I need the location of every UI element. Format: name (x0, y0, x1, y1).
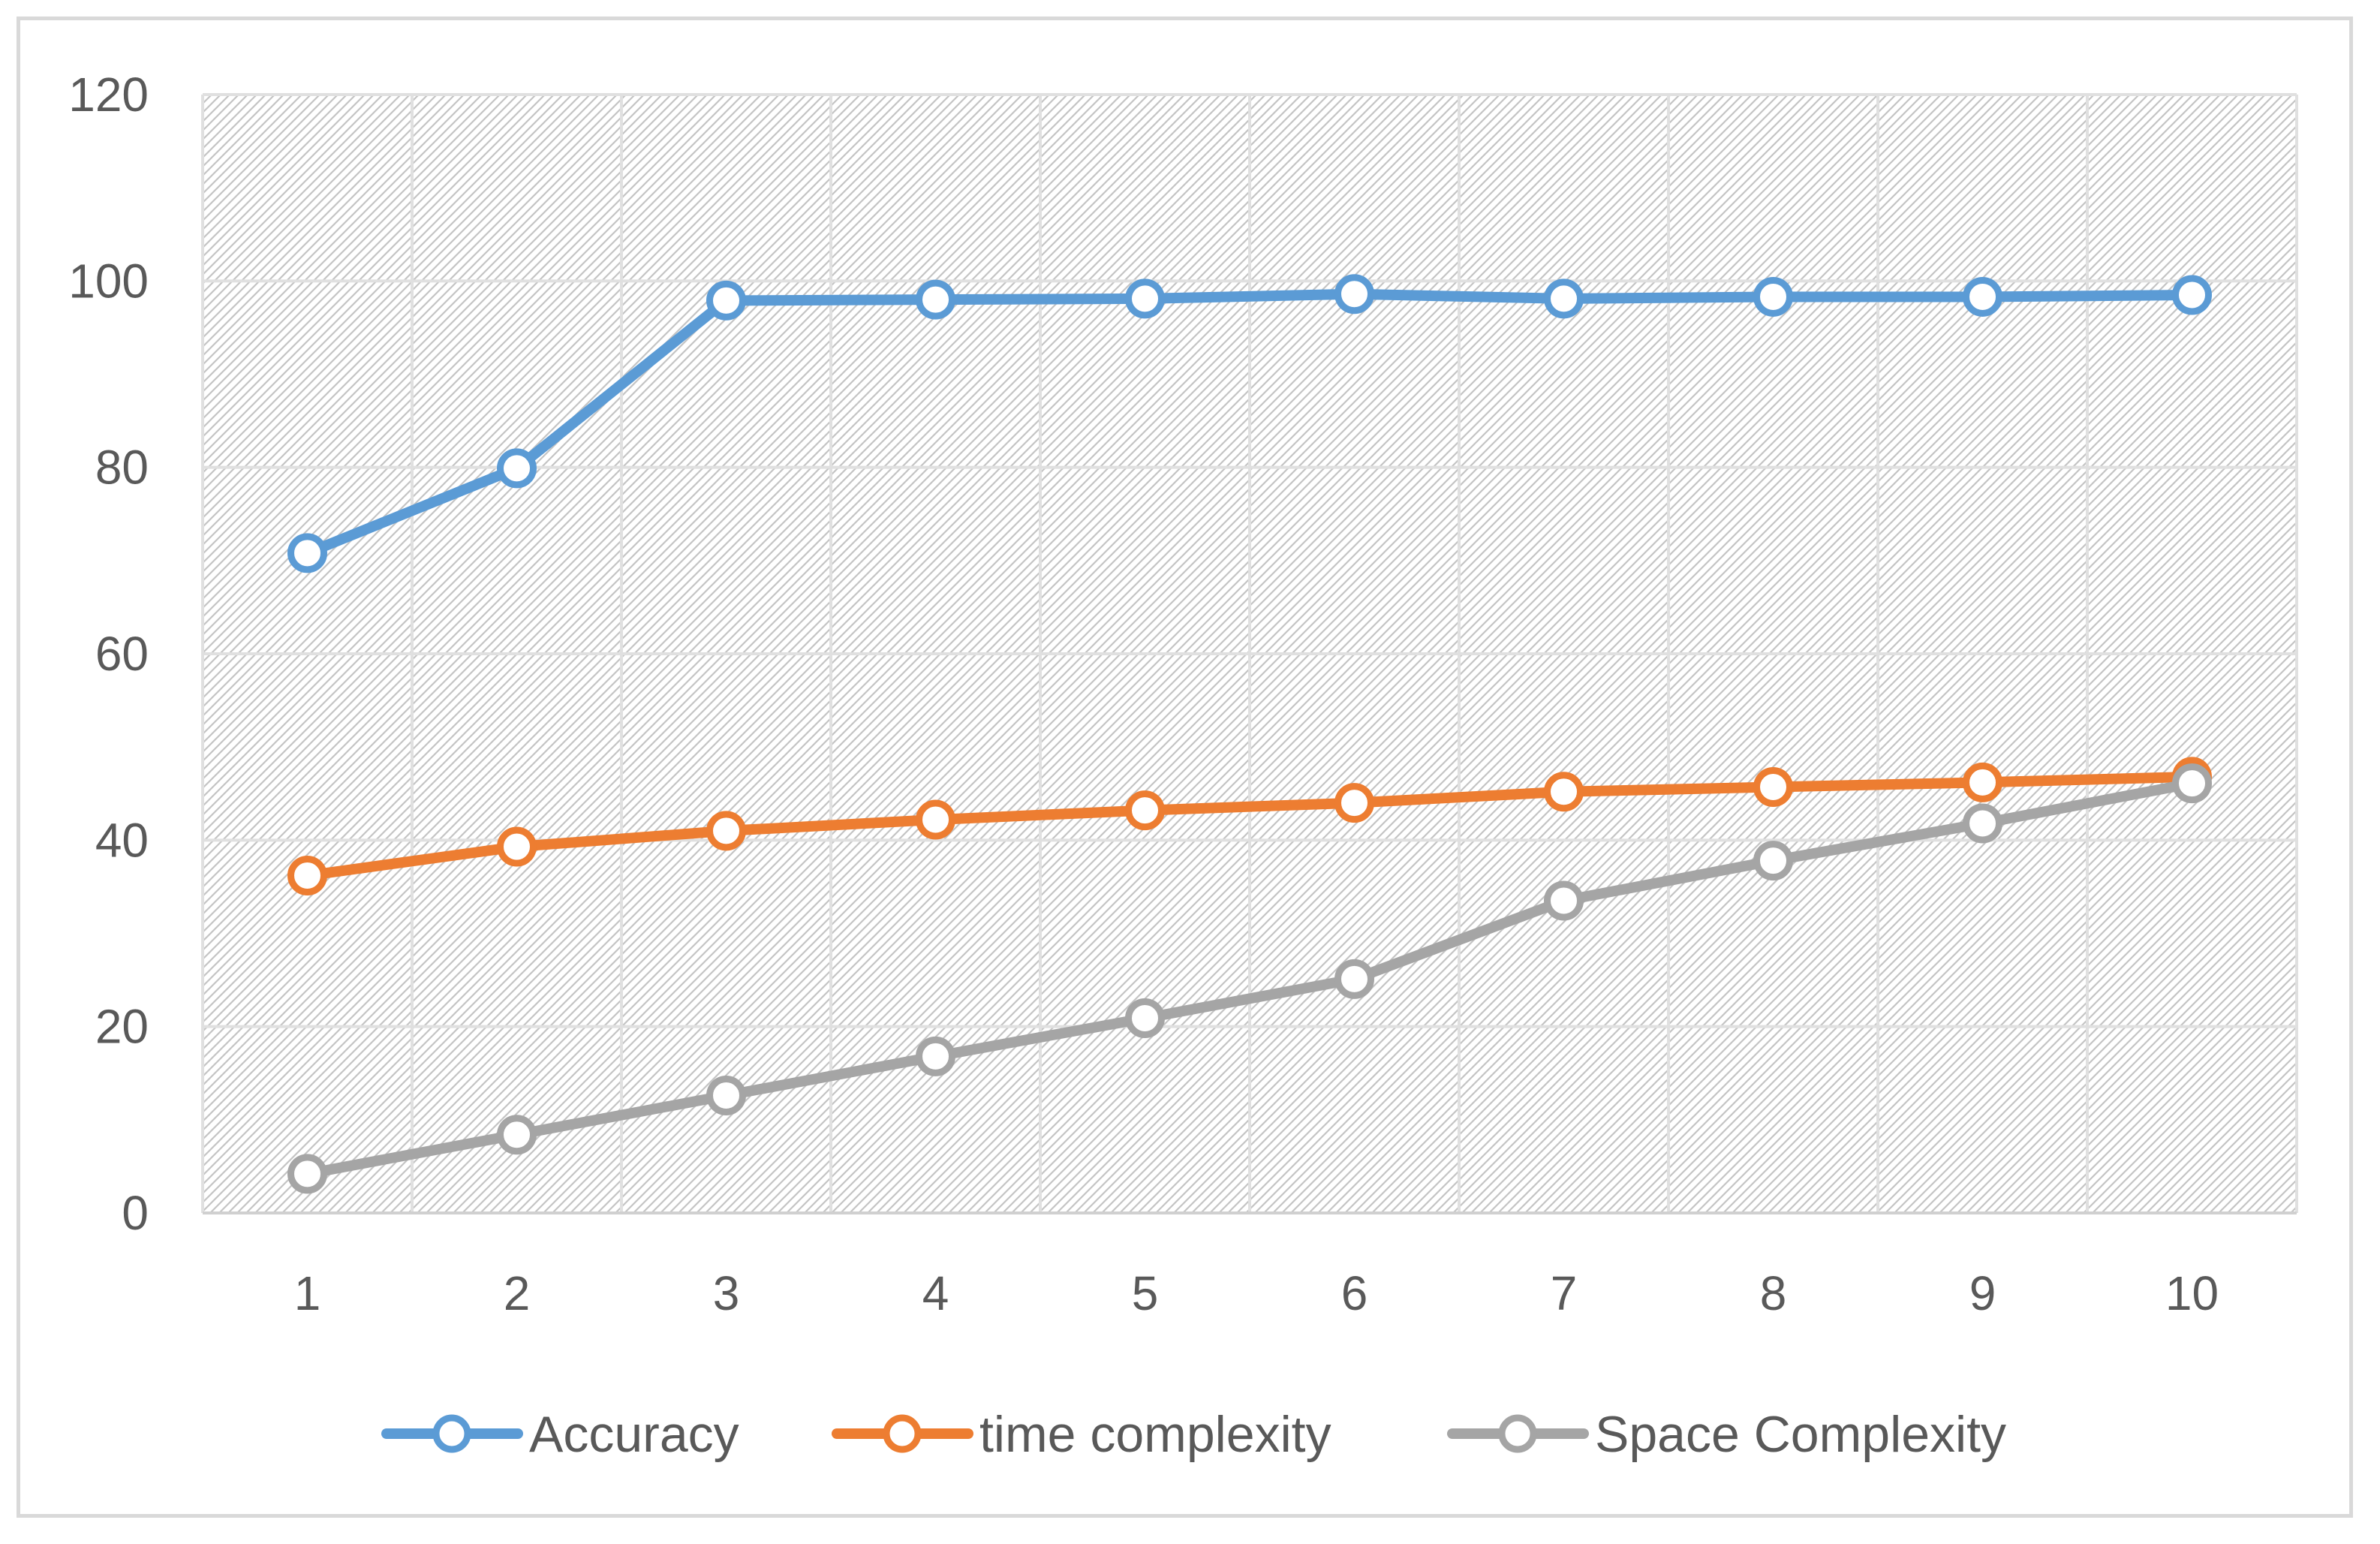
x-tick-label: 5 (1132, 1266, 1159, 1320)
data-point-time-complexity (287, 856, 327, 896)
y-tick-label: 100 (68, 254, 149, 308)
data-point-accuracy (287, 533, 327, 573)
y-tick-label: 80 (95, 441, 149, 495)
data-point-space-complexity (1753, 841, 1793, 881)
x-tick-label: 9 (1969, 1266, 1996, 1320)
y-tick-label: 120 (68, 68, 149, 122)
data-point-accuracy (1125, 278, 1165, 319)
data-point-time-complexity (706, 811, 746, 851)
x-tick-label: 2 (504, 1266, 531, 1320)
legend-label-space-complexity: Space Complexity (1595, 1406, 2006, 1463)
data-point-space-complexity (706, 1076, 746, 1116)
legend-item-time-complexity: time complexity (832, 1406, 1331, 1463)
data-point-time-complexity (1753, 767, 1793, 808)
x-tick-label: 7 (1551, 1266, 1578, 1320)
data-point-time-complexity (1334, 783, 1374, 823)
data-point-accuracy (916, 279, 955, 320)
data-point-time-complexity (497, 826, 537, 867)
data-point-space-complexity (287, 1154, 327, 1194)
axes: 0 20 40 60 80 100 120 1 2 3 4 5 6 7 8 9 10 (68, 68, 2297, 1320)
legend-marker-space-complexity (1498, 1414, 1537, 1453)
legend: Accuracy time complexity Space Complexity (381, 1406, 2006, 1463)
data-point-space-complexity (1125, 998, 1165, 1038)
y-tick-label: 40 (95, 813, 149, 867)
series-line-space-complexity (302, 778, 2198, 1179)
y-tick-label: 60 (95, 627, 149, 681)
legend-label-time-complexity: time complexity (979, 1406, 1331, 1463)
data-point-space-complexity (497, 1115, 537, 1155)
legend-item-space-complexity: Space Complexity (1447, 1406, 2006, 1463)
data-point-accuracy (497, 448, 537, 489)
x-tick-label: 3 (713, 1266, 740, 1320)
series-line-time-complexity (302, 771, 2198, 881)
legend-marker-accuracy (432, 1414, 471, 1453)
series-line-accuracy (302, 288, 2198, 558)
data-point-space-complexity (916, 1036, 955, 1076)
data-point-accuracy (1334, 274, 1374, 315)
legend-item-accuracy: Accuracy (381, 1406, 739, 1463)
data-point-accuracy (706, 280, 746, 321)
series (287, 274, 2212, 1194)
x-tick-label: 10 (2165, 1266, 2219, 1320)
y-tick-label: 20 (95, 1000, 149, 1054)
series-accuracy (287, 274, 2212, 573)
data-point-time-complexity (1125, 790, 1165, 831)
data-point-time-complexity (1544, 772, 1584, 812)
x-tick-label: 1 (294, 1266, 321, 1320)
data-point-space-complexity (2172, 763, 2212, 804)
legend-label-accuracy: Accuracy (529, 1406, 739, 1463)
data-point-space-complexity (1544, 880, 1584, 921)
data-point-accuracy (1963, 276, 2002, 317)
data-point-accuracy (2172, 275, 2212, 315)
x-tick-label: 4 (922, 1266, 949, 1320)
y-tick-label: 0 (122, 1186, 149, 1240)
data-point-accuracy (1544, 278, 1584, 319)
data-point-space-complexity (1334, 959, 1374, 999)
grid (201, 93, 2298, 1214)
x-tick-label: 8 (1760, 1266, 1787, 1320)
data-point-space-complexity (1963, 803, 2002, 844)
data-point-accuracy (1753, 276, 1793, 317)
x-tick-label: 6 (1341, 1266, 1368, 1320)
series-space-complexity (287, 763, 2212, 1194)
data-point-time-complexity (916, 799, 955, 840)
legend-marker-time-complexity (883, 1414, 922, 1453)
data-point-time-complexity (1963, 762, 2002, 802)
